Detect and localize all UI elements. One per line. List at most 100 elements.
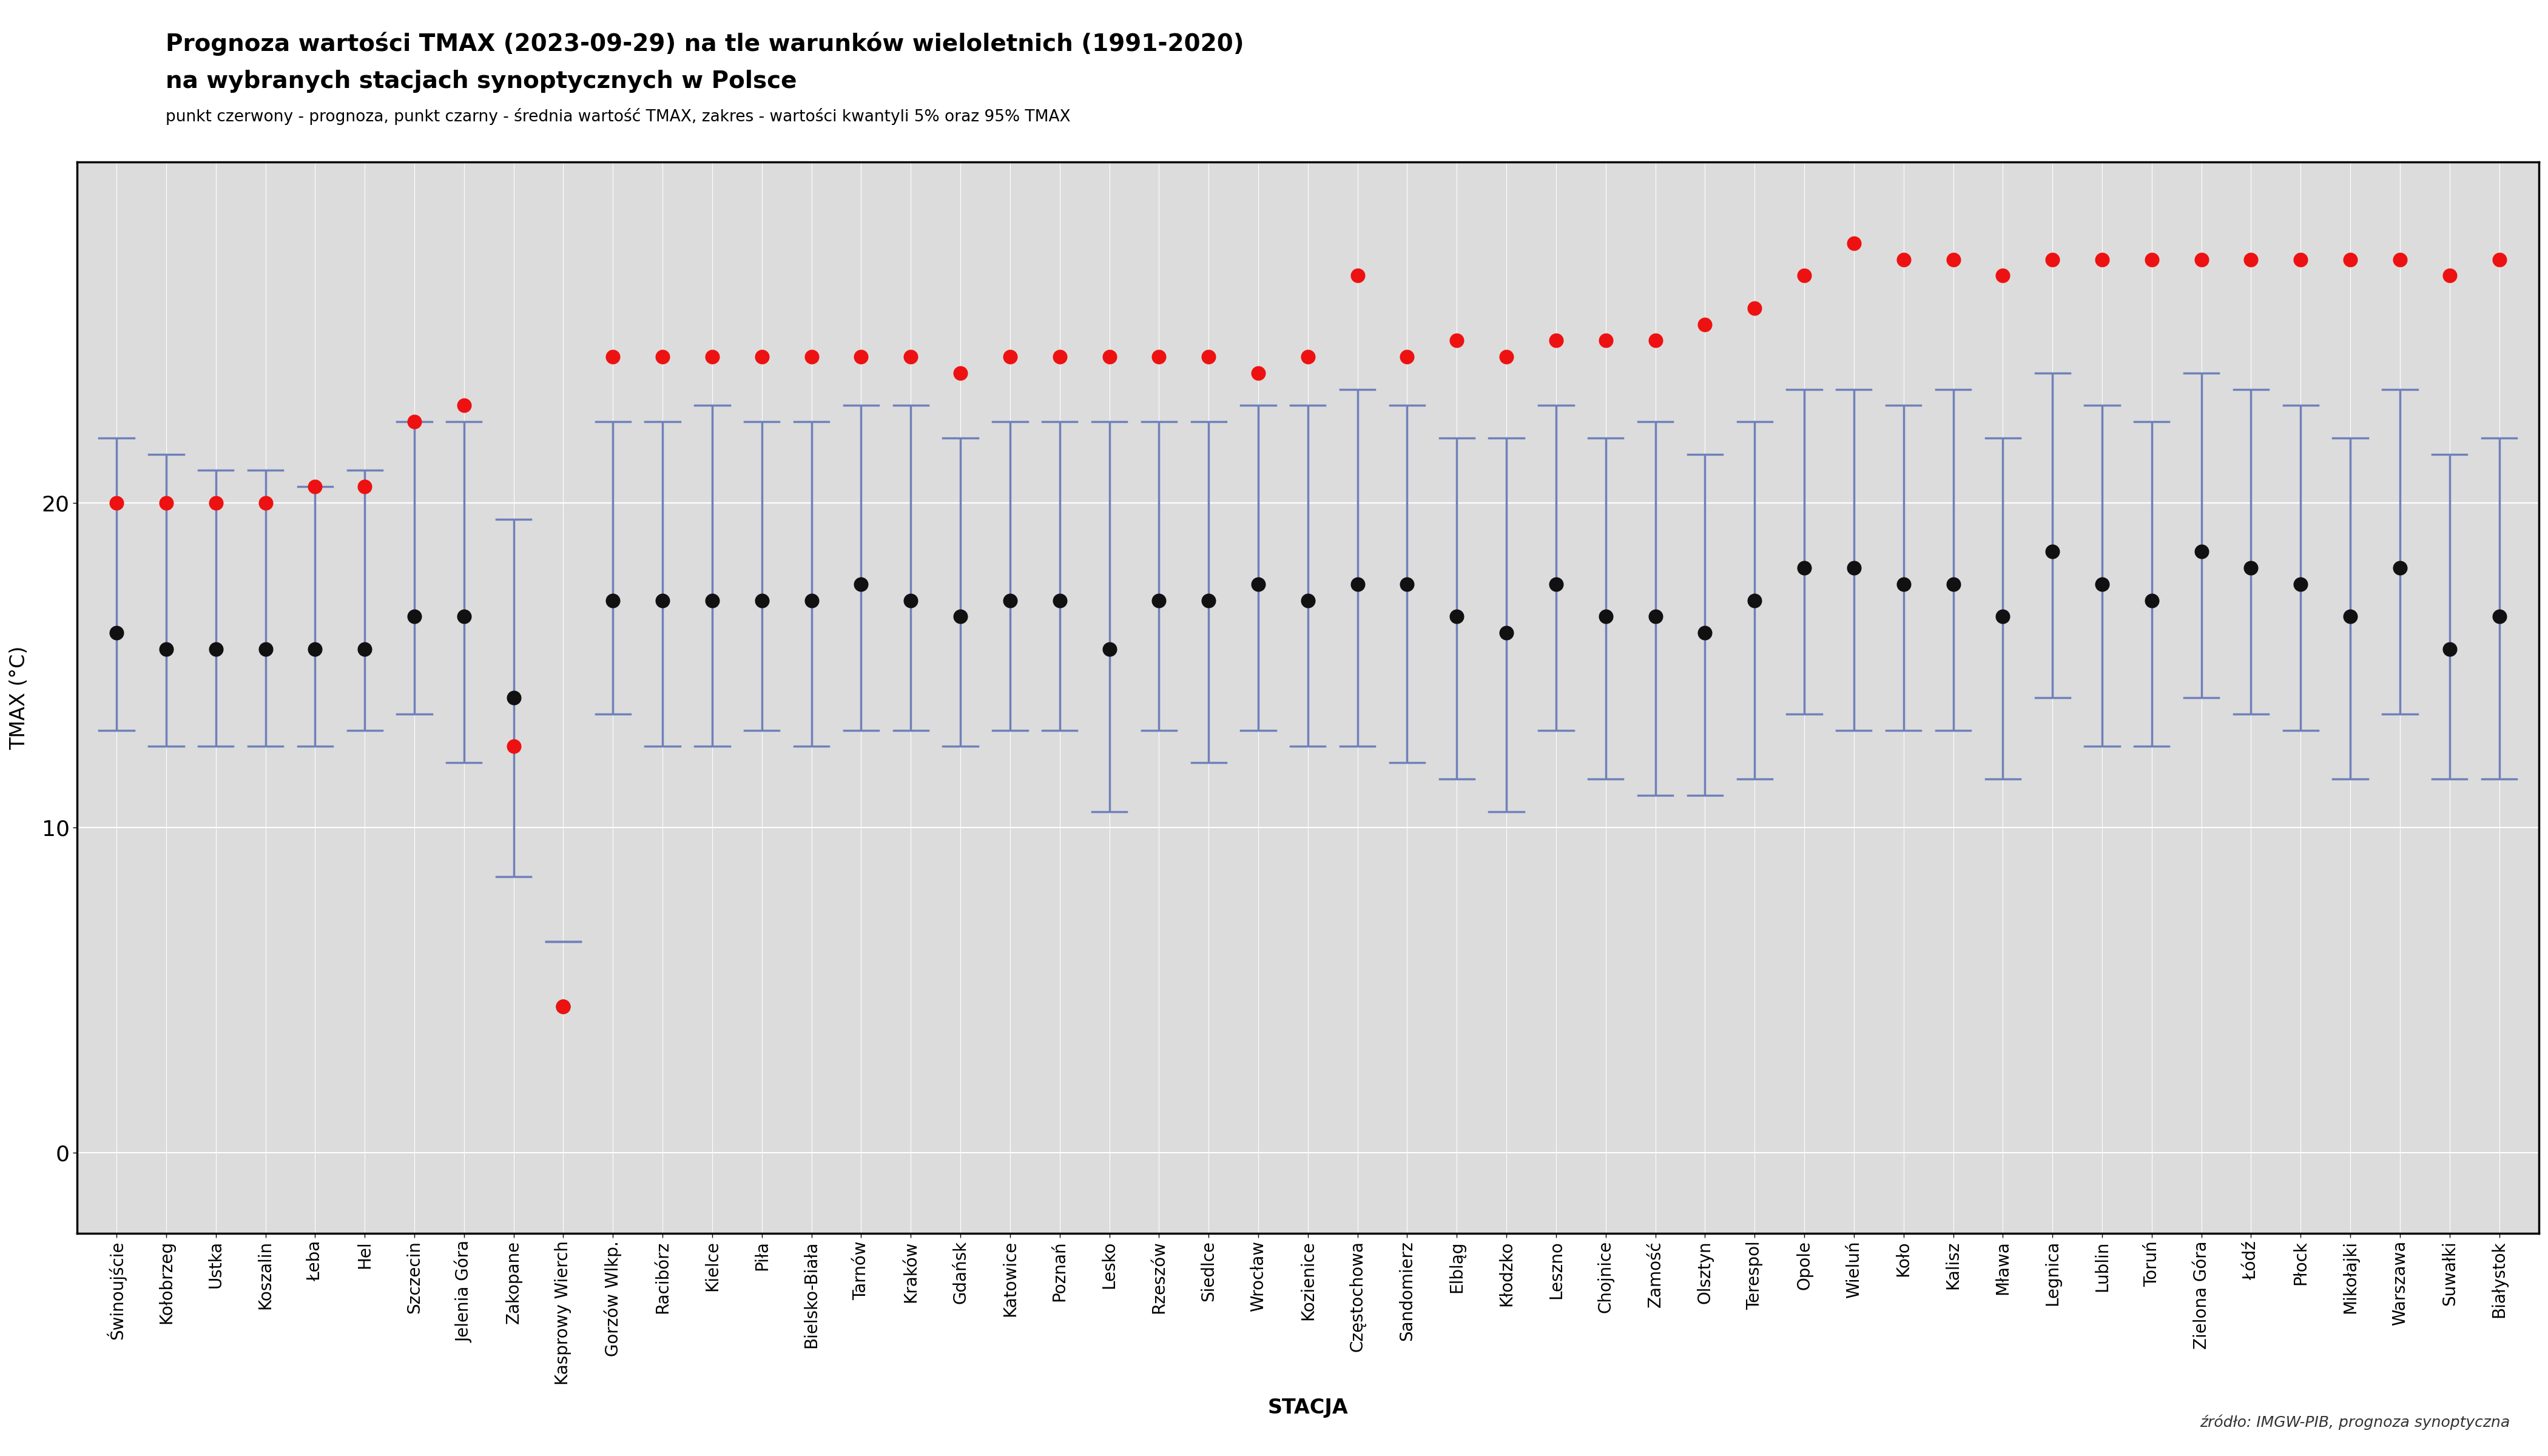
Point bbox=[196, 638, 237, 661]
Point bbox=[2280, 248, 2321, 271]
Point bbox=[889, 345, 930, 368]
Point bbox=[1139, 588, 1180, 612]
Point bbox=[2230, 556, 2270, 579]
X-axis label: STACJA: STACJA bbox=[1266, 1398, 1348, 1418]
Point bbox=[940, 604, 981, 628]
Point bbox=[395, 411, 436, 434]
Point bbox=[2082, 248, 2122, 271]
Point bbox=[1485, 622, 1526, 645]
Point bbox=[642, 345, 683, 368]
Point bbox=[2380, 248, 2421, 271]
Point bbox=[1238, 361, 1279, 384]
Point bbox=[989, 588, 1029, 612]
Point bbox=[443, 395, 484, 418]
Point bbox=[790, 588, 831, 612]
Point bbox=[1386, 572, 1427, 596]
Point bbox=[494, 735, 535, 759]
Point bbox=[2329, 604, 2370, 628]
Point bbox=[2428, 264, 2469, 287]
Point bbox=[97, 491, 138, 514]
Point bbox=[1088, 638, 1129, 661]
Point bbox=[1934, 248, 1975, 271]
Point bbox=[1835, 556, 1875, 579]
Point bbox=[1287, 345, 1328, 368]
Point bbox=[693, 345, 734, 368]
Point bbox=[741, 588, 782, 612]
Text: punkt czerwony - prognoza, punkt czarny - średnia wartość TMAX, zakres - wartośc: punkt czerwony - prognoza, punkt czarny … bbox=[166, 108, 1070, 125]
Point bbox=[741, 345, 782, 368]
Point bbox=[2033, 540, 2074, 563]
Text: źródło: IMGW-PIB, prognoza synoptyczna: źródło: IMGW-PIB, prognoza synoptyczna bbox=[2199, 1414, 2510, 1430]
Point bbox=[790, 345, 831, 368]
Point bbox=[543, 994, 583, 1018]
Point bbox=[2130, 248, 2171, 271]
Point bbox=[245, 491, 285, 514]
Point bbox=[1338, 572, 1378, 596]
Point bbox=[989, 345, 1029, 368]
Point bbox=[1437, 604, 1478, 628]
Point bbox=[1636, 329, 1677, 352]
Point bbox=[1040, 345, 1080, 368]
Point bbox=[594, 588, 634, 612]
Point bbox=[2428, 638, 2469, 661]
Point bbox=[1835, 232, 1875, 255]
Point bbox=[642, 588, 683, 612]
Point bbox=[2380, 556, 2421, 579]
Point bbox=[1338, 264, 1378, 287]
Point bbox=[1485, 345, 1526, 368]
Point bbox=[1982, 264, 2023, 287]
Text: Prognoza wartości TMAX (2023-09-29) na tle warunków wieloletnich (1991-2020): Prognoza wartości TMAX (2023-09-29) na t… bbox=[166, 32, 1243, 55]
Point bbox=[1088, 345, 1129, 368]
Point bbox=[245, 638, 285, 661]
Point bbox=[2479, 248, 2520, 271]
Y-axis label: TMAX (°C): TMAX (°C) bbox=[10, 646, 28, 750]
Point bbox=[594, 345, 634, 368]
Point bbox=[1040, 588, 1080, 612]
Point bbox=[2033, 248, 2074, 271]
Point bbox=[1784, 264, 1824, 287]
Point bbox=[1437, 329, 1478, 352]
Point bbox=[494, 686, 535, 709]
Text: na wybranych stacjach synoptycznych w Polsce: na wybranych stacjach synoptycznych w Po… bbox=[166, 70, 798, 93]
Point bbox=[344, 638, 385, 661]
Point bbox=[145, 491, 186, 514]
Point bbox=[2181, 248, 2222, 271]
Point bbox=[443, 604, 484, 628]
Point bbox=[1684, 622, 1725, 645]
Point bbox=[1187, 345, 1228, 368]
Point bbox=[1536, 572, 1577, 596]
Point bbox=[395, 604, 436, 628]
Point bbox=[196, 491, 237, 514]
Point bbox=[1684, 313, 1725, 336]
Point bbox=[841, 572, 882, 596]
Point bbox=[2082, 572, 2122, 596]
Point bbox=[1139, 345, 1180, 368]
Point bbox=[296, 475, 336, 498]
Point bbox=[2130, 588, 2171, 612]
Point bbox=[841, 345, 882, 368]
Point bbox=[1287, 588, 1328, 612]
Point bbox=[2181, 540, 2222, 563]
Point bbox=[145, 638, 186, 661]
Point bbox=[296, 638, 336, 661]
Point bbox=[543, 994, 583, 1018]
Point bbox=[2280, 572, 2321, 596]
Point bbox=[1386, 345, 1427, 368]
Point bbox=[1784, 556, 1824, 579]
Point bbox=[1934, 572, 1975, 596]
Point bbox=[2479, 604, 2520, 628]
Point bbox=[1735, 297, 1776, 320]
Point bbox=[1883, 572, 1924, 596]
Point bbox=[889, 588, 930, 612]
Point bbox=[693, 588, 734, 612]
Point bbox=[1536, 329, 1577, 352]
Point bbox=[1982, 604, 2023, 628]
Point bbox=[1735, 588, 1776, 612]
Point bbox=[97, 622, 138, 645]
Point bbox=[1585, 329, 1626, 352]
Point bbox=[1636, 604, 1677, 628]
Point bbox=[1187, 588, 1228, 612]
Point bbox=[2329, 248, 2370, 271]
Point bbox=[1883, 248, 1924, 271]
Point bbox=[940, 361, 981, 384]
